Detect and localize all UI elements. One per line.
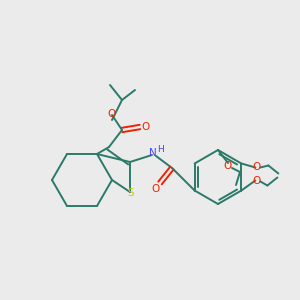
Text: S: S: [128, 188, 134, 198]
Text: O: O: [252, 176, 260, 185]
Text: H: H: [158, 145, 164, 154]
Text: O: O: [141, 122, 149, 132]
Text: N: N: [149, 148, 157, 158]
Text: O: O: [107, 109, 115, 119]
Text: O: O: [252, 161, 260, 172]
Text: O: O: [224, 161, 232, 171]
Text: O: O: [152, 184, 160, 194]
